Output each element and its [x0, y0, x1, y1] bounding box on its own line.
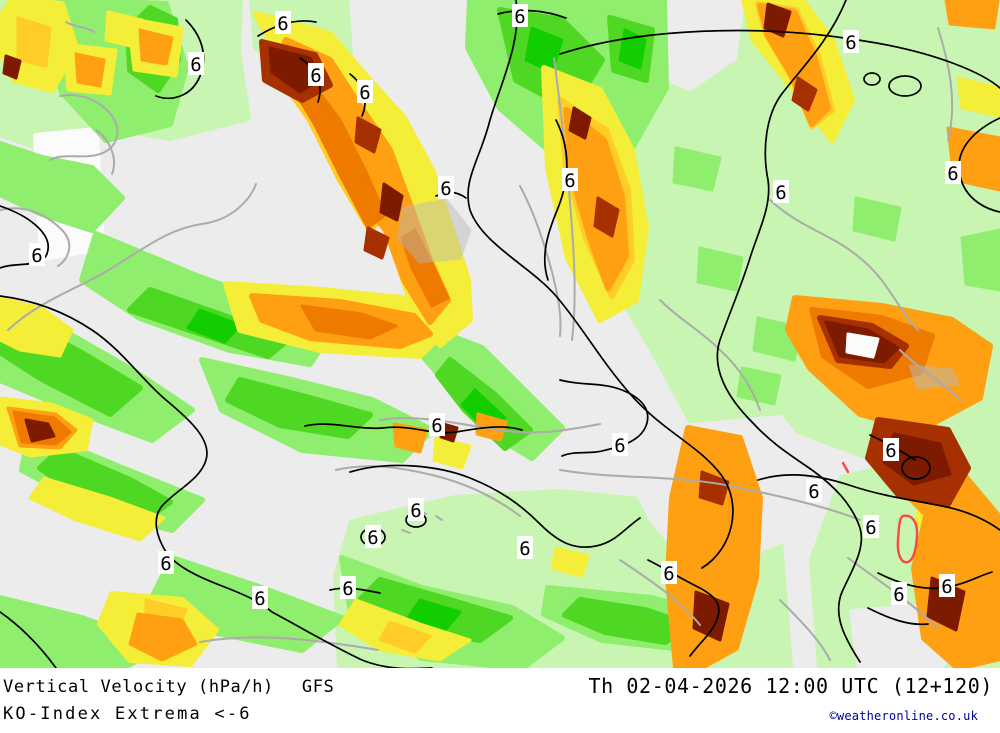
svg-text:6: 6 — [614, 435, 625, 457]
velocity-shading-layer — [0, 0, 1000, 668]
svg-text:6: 6 — [514, 6, 525, 28]
contour-label: 6 — [863, 515, 879, 539]
weather-map: 6 6 6 6 6 6 6 6 6 6 6 6 6 6 6 6 6 6 6 6 6 6 6 6 6 — [0, 0, 1000, 668]
contour-label: 6 — [365, 525, 381, 549]
contour-label: 6 — [843, 30, 859, 54]
map-title-line: Vertical Velocity (hPa/h) GFS — [3, 677, 334, 697]
contour-label: 6 — [340, 576, 356, 600]
svg-text:6: 6 — [410, 500, 421, 522]
svg-text:6: 6 — [190, 54, 201, 76]
contour-label: 6 — [275, 11, 291, 35]
contour-label: 6 — [806, 479, 822, 503]
svg-text:6: 6 — [431, 415, 442, 437]
contour-label: 6 — [661, 561, 677, 585]
contour-label: 6 — [158, 551, 174, 575]
svg-text:6: 6 — [254, 588, 265, 610]
model-name: GFS — [301, 677, 335, 697]
copyright-watermark: ©weatheronline.co.uk — [829, 709, 978, 723]
svg-text:6: 6 — [947, 163, 958, 185]
svg-text:6: 6 — [865, 517, 876, 539]
svg-text:6: 6 — [808, 481, 819, 503]
svg-text:6: 6 — [359, 82, 370, 104]
svg-text:6: 6 — [31, 245, 42, 267]
contour-label: 6 — [945, 161, 961, 185]
contour-label: 6 — [29, 243, 45, 267]
contour-label: 6 — [773, 180, 789, 204]
parameter-title: Vertical Velocity (hPa/h) — [3, 677, 274, 697]
svg-text:6: 6 — [663, 563, 674, 585]
contour-label: 6 — [357, 80, 373, 104]
contour-label: 6 — [438, 176, 454, 200]
svg-text:6: 6 — [941, 576, 952, 598]
contour-label: 6 — [562, 168, 578, 192]
vertical-velocity-map: 6 6 6 6 6 6 6 6 6 6 6 6 6 6 6 6 6 6 6 6 6 6 6 6 6 — [0, 0, 1000, 668]
svg-text:6: 6 — [845, 32, 856, 54]
contour-label: 6 — [883, 438, 899, 462]
contour-label: 6 — [612, 433, 628, 457]
coastlines-layer — [0, 21, 961, 661]
svg-text:6: 6 — [367, 527, 378, 549]
svg-text:6: 6 — [440, 178, 451, 200]
contour-label: 6 — [891, 582, 907, 606]
contour-label: 6 — [308, 63, 324, 87]
contour-label: 6 — [429, 413, 445, 437]
contour-labels-layer: 6 6 6 6 6 6 6 6 6 6 6 6 6 6 6 6 6 6 6 6 6 6 6 6 6 — [29, 4, 961, 610]
contour-label: 6 — [517, 536, 533, 560]
svg-text:6: 6 — [342, 578, 353, 600]
svg-text:6: 6 — [893, 584, 904, 606]
contour-label: 6 — [252, 586, 268, 610]
svg-text:6: 6 — [277, 13, 288, 35]
svg-text:6: 6 — [519, 538, 530, 560]
svg-text:6: 6 — [885, 440, 896, 462]
contour-label: 6 — [188, 52, 204, 76]
valid-time: Th 02-04-2026 12:00 UTC (12+120) — [588, 674, 993, 698]
contour-label: 6 — [408, 498, 424, 522]
svg-text:6: 6 — [160, 553, 171, 575]
extrema-contour-layer — [841, 461, 919, 564]
map-footer: Vertical Velocity (hPa/h) GFS KO-Index Ex… — [0, 668, 1000, 733]
contour-label: 6 — [939, 574, 955, 598]
contour-label: 6 — [512, 4, 528, 28]
svg-text:6: 6 — [564, 170, 575, 192]
svg-text:6: 6 — [775, 182, 786, 204]
overlay-title: KO-Index Extrema <-6 — [3, 704, 252, 724]
svg-text:6: 6 — [310, 65, 321, 87]
